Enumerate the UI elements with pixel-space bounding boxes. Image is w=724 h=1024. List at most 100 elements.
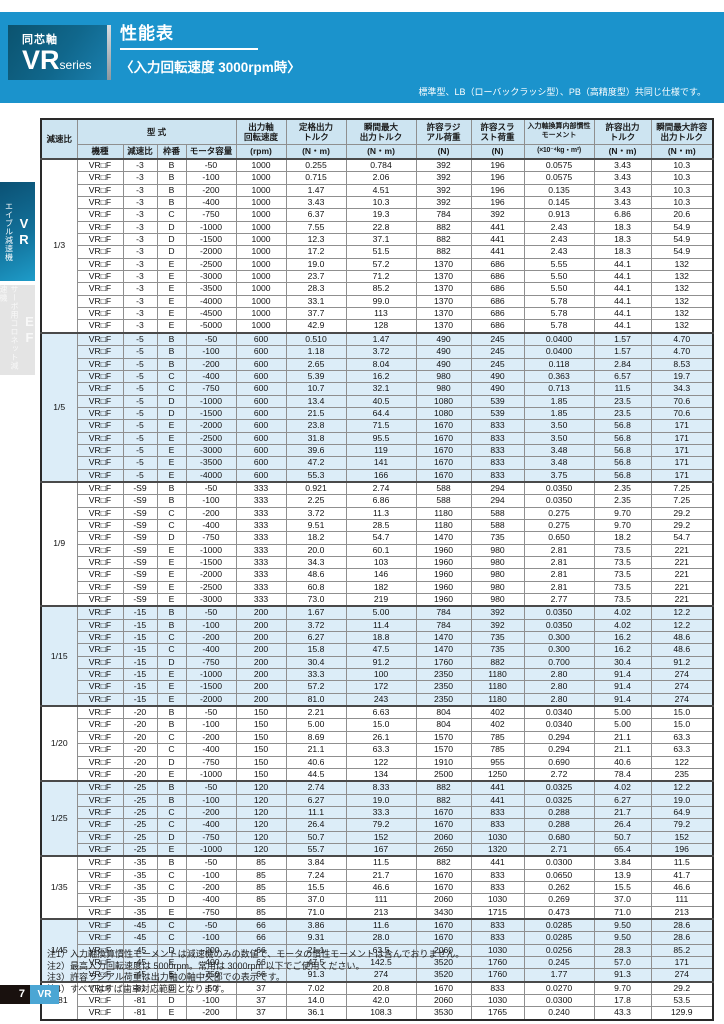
table-cell: -3000 (185, 270, 237, 284)
table-cell: 2060 (415, 830, 472, 844)
table-cell: 588 (415, 480, 472, 496)
table-cell: VR□F (76, 307, 124, 321)
table-cell: -S9 (122, 480, 158, 496)
table-cell: 2.80 (523, 668, 595, 682)
table-cell: -2000 (185, 692, 237, 707)
table-cell: 18.2 (285, 531, 347, 545)
table-cell: VR□F (76, 456, 124, 470)
table-cell: -50 (185, 605, 237, 620)
table-cell: C (156, 506, 187, 520)
table-cell: 3.75 (523, 468, 595, 483)
ratio-cell: 1/5 (40, 331, 78, 483)
table-cell: 132 (650, 282, 714, 296)
table-cell: 171 (650, 456, 714, 470)
table-cell: 441 (470, 220, 525, 235)
table-cell: C (156, 382, 187, 396)
table-cell: 150 (235, 767, 287, 782)
table-cell: D (156, 994, 187, 1008)
table-cell: 48.6 (650, 631, 714, 645)
series-suffix: series (59, 58, 92, 72)
table-cell: VR□F (76, 580, 124, 595)
table-cell: 2.43 (523, 245, 595, 259)
table-row: VR□F -5 B -200 600 2.65 8.04 490 245 0.118 2.84 8.5… (41, 357, 714, 371)
table-cell: VR□F (76, 955, 124, 970)
table-cell: VR□F (76, 369, 124, 384)
table-cell: 600 (235, 382, 287, 396)
table-cell: 833 (470, 980, 525, 996)
table-cell: -3 (122, 158, 158, 173)
table-cell: 213 (650, 905, 714, 920)
table-cell: 120 (235, 842, 287, 857)
table-cell: C (156, 917, 187, 933)
sidebar-tab-ef[interactable]: サーボ用コロネット減速機 EF (0, 285, 37, 375)
table-cell: 34.3 (285, 555, 347, 570)
table-cell: -5 (122, 431, 158, 445)
table-cell: 57.2 (285, 680, 347, 694)
table-cell: 29.2 (650, 506, 714, 520)
table-cell: 600 (235, 394, 287, 408)
table-cell: 7.24 (285, 868, 347, 882)
table-cell: 46.6 (345, 880, 417, 895)
table-cell: 2500 (415, 767, 472, 782)
table-cell: VR□F (76, 158, 124, 173)
table-cell: 95.5 (345, 431, 417, 445)
ratio-cell: 1/9 (40, 480, 78, 607)
table-cell: C (156, 631, 187, 645)
table-cell: 392 (470, 605, 525, 620)
footnote-line-4: 注4）すべてはすば歯車対応範囲となります。 (47, 983, 230, 994)
table-cell: 1000 (235, 158, 287, 173)
table-row: VR□F -5 D -1000 600 13.4 40.5 1080 539 1.85 23.5 70… (41, 394, 714, 408)
table-cell: 0.680 (523, 830, 595, 844)
table-cell: 73.0 (285, 593, 347, 607)
table-cell: VR□F (76, 618, 124, 633)
table-cell: 132 (650, 307, 714, 321)
table-cell: 1670 (415, 431, 472, 445)
table-cell: 16.2 (593, 631, 652, 645)
table-cell: 200 (235, 631, 287, 645)
table-cell: -35 (122, 880, 158, 895)
table-cell: 10.7 (285, 382, 347, 396)
table-cell: -35 (122, 893, 158, 907)
table-cell: B (156, 793, 187, 807)
table-cell: 63.3 (650, 730, 714, 745)
table-cell: 19.0 (285, 257, 347, 272)
col-unit-0: (rpm) (235, 143, 287, 160)
table-cell: 3.43 (285, 196, 347, 210)
sidebar-tab-vr[interactable]: エイブル減速機 VR (0, 182, 35, 281)
table-cell: 0.690 (523, 755, 595, 769)
table-cell: B (156, 605, 187, 620)
table-cell: 40.6 (285, 755, 347, 769)
table-cell: 833 (470, 880, 525, 895)
table-cell: VR□F (76, 357, 124, 371)
table-cell: 85 (235, 855, 287, 870)
table-cell: 1960 (415, 580, 472, 595)
table-cell: VR□F (76, 319, 124, 334)
table-cell: C (156, 730, 187, 745)
table-cell: 54.9 (650, 233, 714, 247)
table-cell: E (156, 257, 187, 272)
table-cell: 882 (470, 655, 525, 670)
table-cell: VR□F (76, 257, 124, 272)
table-cell: VR□F (76, 655, 124, 670)
table-row: VR□F -S9 C -400 333 9.51 28.5 1180 588 0.275 9.70 2… (41, 518, 714, 533)
title-area: 性能表 〈入力回転速度 3000rpm時〉 (120, 19, 301, 76)
table-cell: 882 (415, 233, 472, 247)
table-cell: 245 (470, 345, 525, 359)
table-cell: 200 (235, 692, 287, 707)
table-cell: -S9 (122, 494, 158, 508)
table-cell: 0.275 (523, 506, 595, 520)
table-cell: 1765 (470, 1006, 525, 1021)
table-cell: -15 (122, 655, 158, 670)
table-cell: 392 (470, 208, 525, 222)
header-banner: 同芯軸 VRseries 性能表 〈入力回転速度 3000rpm時〉 標準型、L… (0, 12, 724, 103)
table-cell: 16.2 (345, 369, 417, 384)
table-cell: 600 (235, 331, 287, 347)
page-subtitle: 〈入力回転速度 3000rpm時〉 (120, 60, 301, 75)
table-cell: VR□F (76, 196, 124, 210)
table-cell: 2.74 (345, 480, 417, 496)
table-cell: 0.294 (523, 743, 595, 757)
table-cell: 1670 (415, 456, 472, 470)
table-cell: -15 (122, 680, 158, 694)
table-cell: 833 (470, 805, 525, 820)
table-cell: 1030 (470, 994, 525, 1008)
